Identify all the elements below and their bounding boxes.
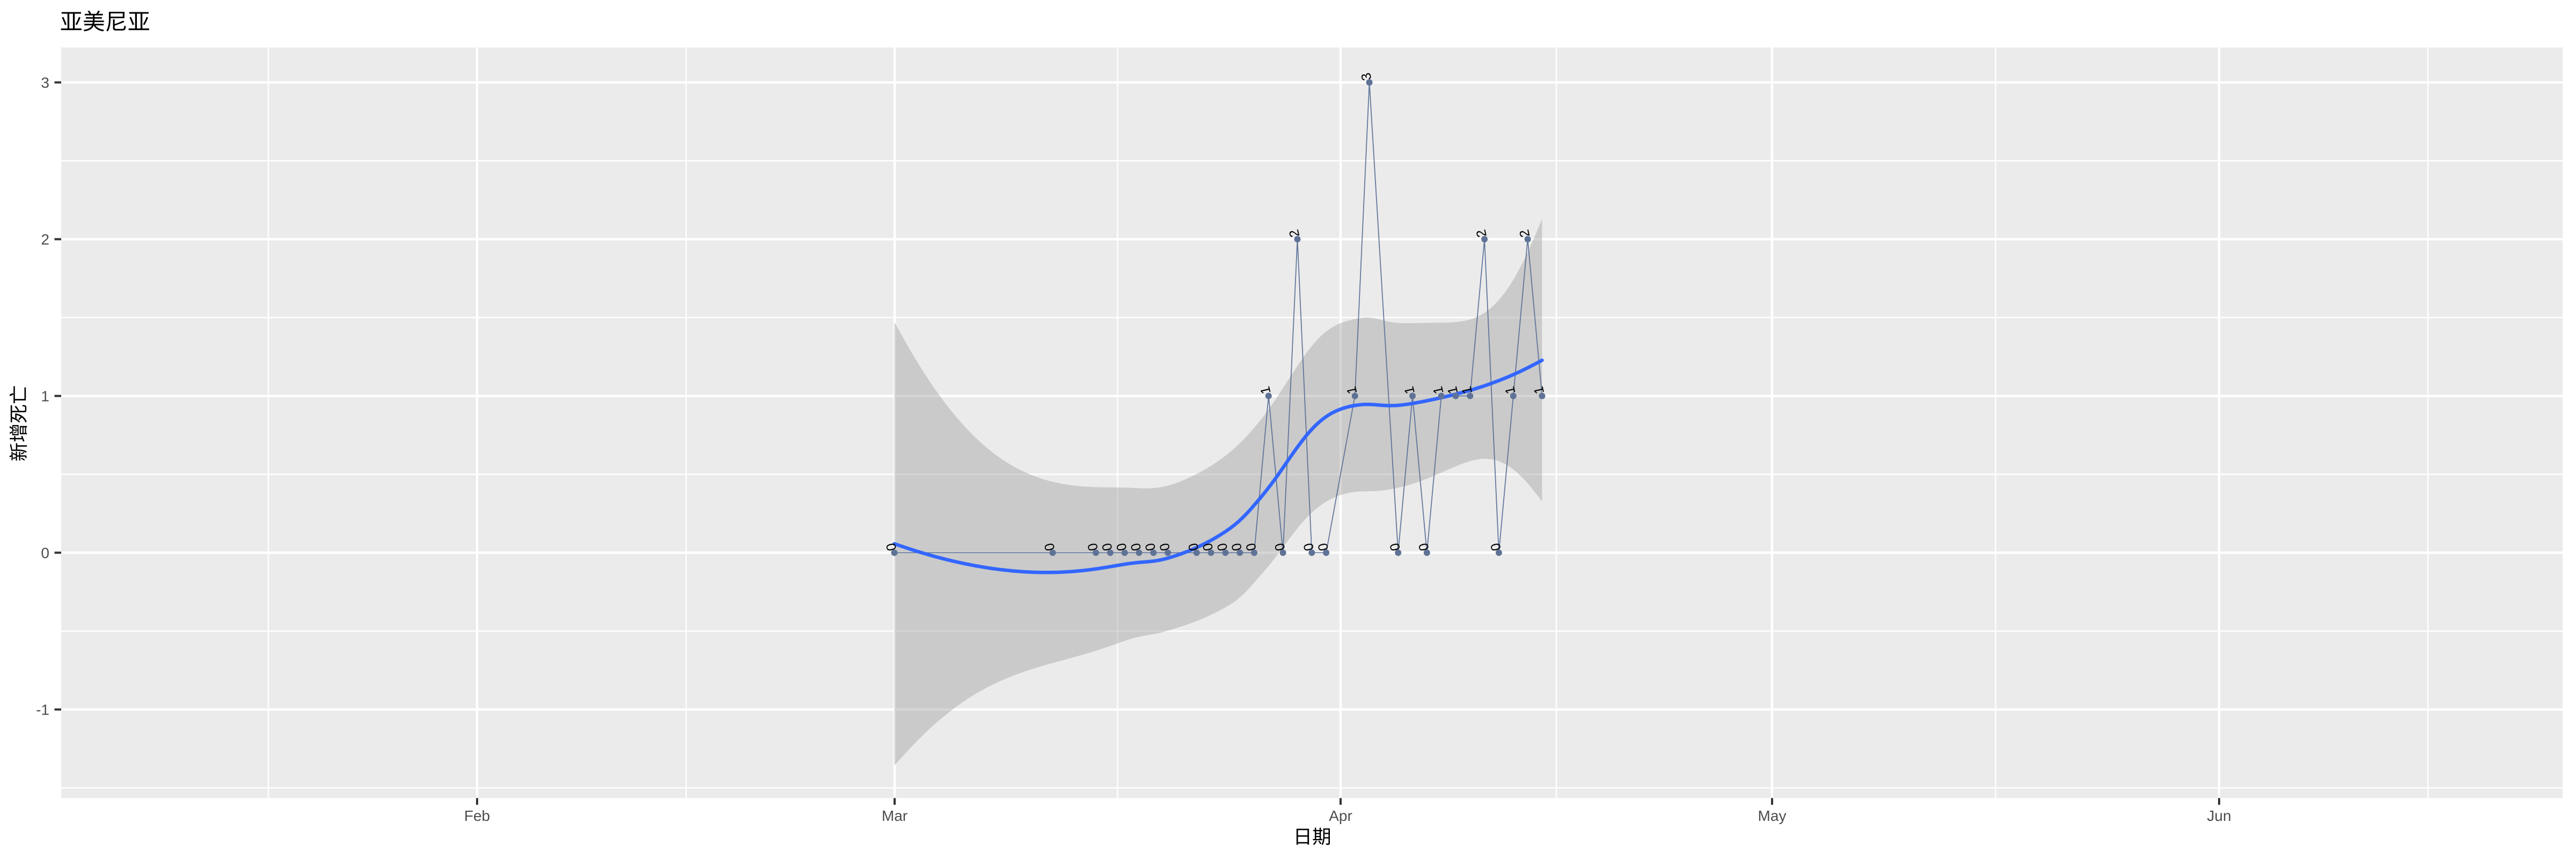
svg-text:Jun: Jun <box>2207 807 2231 824</box>
svg-text:0: 0 <box>1157 542 1173 552</box>
svg-text:0: 0 <box>1243 542 1259 552</box>
svg-text:1: 1 <box>1401 385 1417 396</box>
svg-text:0: 0 <box>1200 542 1216 552</box>
svg-text:1: 1 <box>1502 385 1518 396</box>
svg-text:1: 1 <box>1459 385 1475 396</box>
svg-text:1: 1 <box>1257 385 1274 396</box>
svg-text:-1: -1 <box>36 702 49 718</box>
svg-text:0: 0 <box>1229 542 1245 552</box>
svg-text:0: 0 <box>1185 542 1202 552</box>
svg-text:1: 1 <box>41 388 49 405</box>
svg-text:1: 1 <box>1445 385 1461 396</box>
svg-text:0: 0 <box>41 545 49 562</box>
svg-text:Apr: Apr <box>1329 807 1352 824</box>
svg-text:0: 0 <box>1416 542 1432 552</box>
svg-text:0: 0 <box>1128 542 1144 552</box>
svg-text:0: 0 <box>1387 542 1403 552</box>
svg-text:May: May <box>1758 807 1787 824</box>
svg-text:0: 0 <box>1114 542 1130 552</box>
svg-text:3: 3 <box>41 75 49 91</box>
svg-text:2: 2 <box>1286 228 1302 239</box>
svg-text:3: 3 <box>1358 71 1374 82</box>
svg-text:0: 0 <box>1214 542 1231 552</box>
svg-text:0: 0 <box>1143 542 1159 552</box>
svg-text:0: 0 <box>883 542 899 552</box>
svg-text:1: 1 <box>1344 385 1360 396</box>
svg-text:1: 1 <box>1430 385 1446 396</box>
svg-text:Feb: Feb <box>464 807 490 824</box>
svg-text:2: 2 <box>1517 228 1533 239</box>
svg-text:1: 1 <box>1531 385 1547 396</box>
svg-text:2: 2 <box>1473 228 1489 239</box>
svg-text:0: 0 <box>1085 542 1101 552</box>
svg-text:0: 0 <box>1042 542 1058 552</box>
svg-text:Mar: Mar <box>882 807 908 824</box>
svg-text:2: 2 <box>41 231 49 248</box>
svg-text:0: 0 <box>1099 542 1115 552</box>
svg-text:0: 0 <box>1272 542 1288 552</box>
svg-text:0: 0 <box>1301 542 1317 552</box>
svg-text:0: 0 <box>1488 542 1504 552</box>
svg-text:0: 0 <box>1315 542 1331 552</box>
